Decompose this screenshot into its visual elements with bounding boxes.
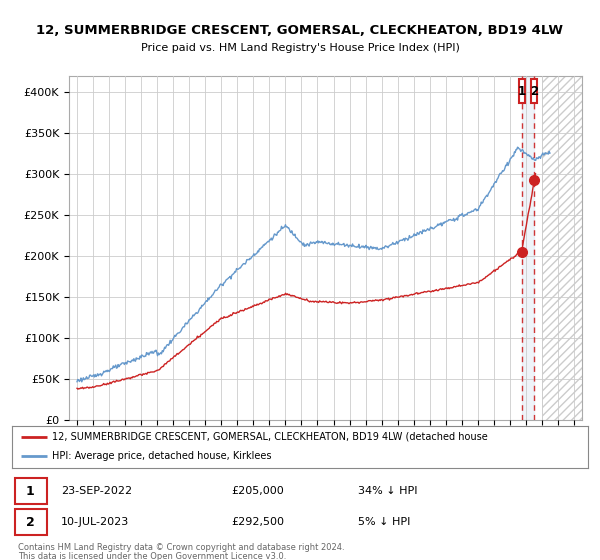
Text: This data is licensed under the Open Government Licence v3.0.: This data is licensed under the Open Gov… bbox=[18, 552, 286, 560]
FancyBboxPatch shape bbox=[532, 79, 538, 104]
Text: HPI: Average price, detached house, Kirklees: HPI: Average price, detached house, Kirk… bbox=[52, 451, 272, 461]
Text: 34% ↓ HPI: 34% ↓ HPI bbox=[358, 487, 417, 496]
Bar bbox=[521, 76, 535, 420]
FancyBboxPatch shape bbox=[15, 478, 47, 505]
Text: 5% ↓ HPI: 5% ↓ HPI bbox=[358, 517, 410, 527]
Text: 23-SEP-2022: 23-SEP-2022 bbox=[61, 487, 132, 496]
Text: 12, SUMMERBRIDGE CRESCENT, GOMERSAL, CLECKHEATON, BD19 4LW (detached house: 12, SUMMERBRIDGE CRESCENT, GOMERSAL, CLE… bbox=[52, 432, 488, 442]
Text: 2: 2 bbox=[26, 516, 35, 529]
FancyBboxPatch shape bbox=[15, 509, 47, 535]
Text: 1: 1 bbox=[26, 485, 35, 498]
Text: Contains HM Land Registry data © Crown copyright and database right 2024.: Contains HM Land Registry data © Crown c… bbox=[18, 543, 344, 552]
FancyBboxPatch shape bbox=[518, 79, 524, 104]
Text: 12, SUMMERBRIDGE CRESCENT, GOMERSAL, CLECKHEATON, BD19 4LW: 12, SUMMERBRIDGE CRESCENT, GOMERSAL, CLE… bbox=[37, 24, 563, 38]
Text: £292,500: £292,500 bbox=[231, 517, 284, 527]
Text: Price paid vs. HM Land Registry's House Price Index (HPI): Price paid vs. HM Land Registry's House … bbox=[140, 43, 460, 53]
Text: £205,000: £205,000 bbox=[231, 487, 284, 496]
Text: 2: 2 bbox=[530, 85, 538, 97]
Text: 10-JUL-2023: 10-JUL-2023 bbox=[61, 517, 129, 527]
Text: 1: 1 bbox=[517, 85, 526, 97]
